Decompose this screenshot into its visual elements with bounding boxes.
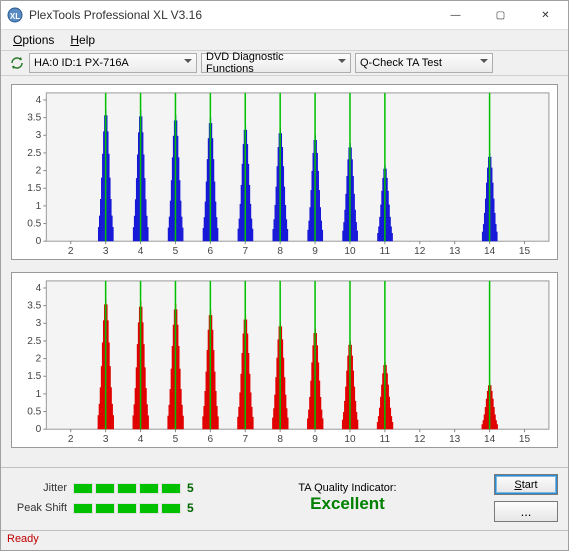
- svg-text:7: 7: [242, 434, 248, 445]
- svg-text:7: 7: [242, 246, 248, 257]
- svg-text:0: 0: [36, 236, 42, 247]
- svg-text:XL: XL: [10, 12, 20, 21]
- svg-text:12: 12: [414, 434, 426, 445]
- refresh-icon[interactable]: [9, 55, 25, 71]
- svg-text:2: 2: [36, 354, 42, 365]
- svg-text:2.5: 2.5: [27, 336, 41, 347]
- svg-text:5: 5: [173, 246, 179, 257]
- window-title: PlexTools Professional XL V3.16: [29, 8, 433, 22]
- svg-text:5: 5: [173, 434, 179, 445]
- svg-text:8: 8: [277, 246, 283, 257]
- functions-dropdown[interactable]: DVD Diagnostic Functions: [201, 53, 351, 73]
- svg-text:9: 9: [312, 434, 318, 445]
- svg-text:15: 15: [519, 246, 531, 257]
- status-panel: Jitter 5 Peak Shift 5 TA Quality Indicat…: [1, 467, 568, 530]
- svg-text:0: 0: [36, 424, 42, 435]
- svg-text:0.5: 0.5: [27, 407, 41, 418]
- svg-text:1.5: 1.5: [27, 371, 41, 382]
- app-icon: XL: [7, 7, 23, 23]
- jitter-value: 5: [187, 481, 201, 495]
- close-button[interactable]: ✕: [523, 1, 568, 29]
- menu-options[interactable]: Options: [5, 31, 62, 49]
- test-dropdown[interactable]: Q-Check TA Test: [355, 53, 493, 73]
- device-dropdown[interactable]: HA:0 ID:1 PX-716A: [29, 53, 197, 73]
- more-button[interactable]: ...: [494, 501, 558, 522]
- svg-text:2: 2: [36, 166, 42, 177]
- toolbar: HA:0 ID:1 PX-716A DVD Diagnostic Functio…: [1, 50, 568, 76]
- svg-text:4: 4: [138, 434, 144, 445]
- svg-text:15: 15: [519, 434, 531, 445]
- ta-quality-label: TA Quality Indicator:: [298, 482, 396, 494]
- svg-text:1.5: 1.5: [27, 183, 41, 194]
- svg-text:3.5: 3.5: [27, 301, 41, 312]
- svg-text:4: 4: [138, 246, 144, 257]
- titlebar: XL PlexTools Professional XL V3.16 — ▢ ✕: [1, 1, 568, 30]
- chart-area: 00.511.522.533.5423456789101112131415 00…: [1, 76, 568, 467]
- statusbar: Ready: [1, 530, 568, 550]
- svg-text:14: 14: [484, 246, 496, 257]
- jitter-label: Jitter: [11, 482, 67, 494]
- svg-text:3: 3: [36, 130, 42, 141]
- svg-text:8: 8: [277, 434, 283, 445]
- menu-help[interactable]: Help: [62, 31, 103, 49]
- svg-text:2.5: 2.5: [27, 148, 41, 159]
- minimize-button[interactable]: —: [433, 1, 478, 29]
- peakshift-label: Peak Shift: [11, 502, 67, 514]
- svg-text:4: 4: [36, 283, 42, 294]
- svg-text:3: 3: [103, 246, 109, 257]
- meter-block: Jitter 5 Peak Shift 5: [11, 481, 201, 515]
- svg-text:0.5: 0.5: [27, 219, 41, 230]
- svg-text:4: 4: [36, 95, 42, 106]
- svg-text:10: 10: [344, 434, 356, 445]
- svg-text:11: 11: [380, 246, 391, 257]
- svg-text:2: 2: [68, 434, 74, 445]
- ta-quality-value: Excellent: [310, 494, 385, 514]
- svg-text:3.5: 3.5: [27, 113, 41, 124]
- svg-text:3: 3: [103, 434, 109, 445]
- svg-text:9: 9: [312, 246, 318, 257]
- svg-text:2: 2: [68, 246, 74, 257]
- maximize-button[interactable]: ▢: [478, 1, 523, 29]
- svg-text:6: 6: [208, 434, 214, 445]
- start-button[interactable]: Start: [494, 474, 558, 495]
- svg-text:14: 14: [484, 434, 496, 445]
- peakshift-value: 5: [187, 501, 201, 515]
- peakshift-meter: [73, 503, 181, 514]
- svg-text:12: 12: [414, 246, 426, 257]
- svg-text:10: 10: [344, 246, 356, 257]
- menubar: Options Help: [1, 30, 568, 50]
- svg-text:11: 11: [380, 434, 391, 445]
- svg-text:13: 13: [449, 434, 461, 445]
- chart-bottom: 0 0.5 1 1.5 2 2.5 3 3.5 4 2 3 4 5 6 7 8 9 10 11 12 13 14 15: [11, 272, 558, 448]
- jitter-meter: [73, 483, 181, 494]
- svg-text:1: 1: [36, 389, 42, 400]
- svg-text:6: 6: [208, 246, 214, 257]
- svg-text:13: 13: [449, 246, 461, 257]
- chart-top: 0 0.5 1 1.5 2 2.5 3 3.5 4 2 3 4 5 6 7 8 9 10 11 12 13 14 15: [11, 84, 558, 260]
- svg-text:3: 3: [36, 318, 42, 329]
- svg-text:1: 1: [36, 201, 42, 212]
